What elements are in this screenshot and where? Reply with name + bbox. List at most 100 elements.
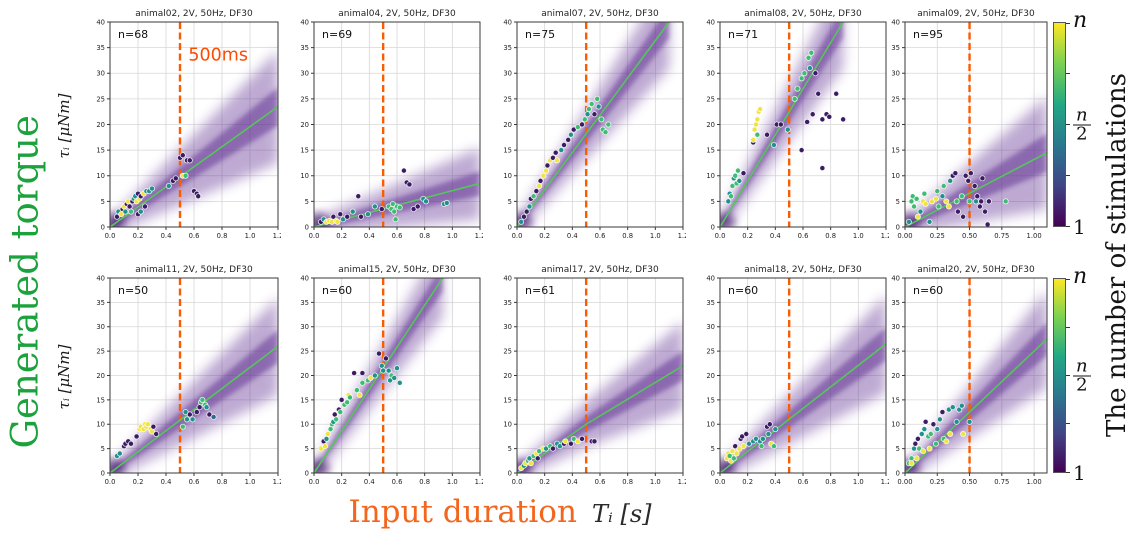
- colorbar-label-1: 1: [1073, 461, 1086, 485]
- figure-xlabel-primary: Input duration: [348, 494, 577, 530]
- svg-text:0.25: 0.25: [930, 232, 945, 240]
- svg-text:0: 0: [305, 469, 309, 477]
- svg-text:15: 15: [706, 147, 715, 155]
- axis-ylabel-row2: τᵢ [μNm]: [55, 344, 73, 410]
- svg-text:20: 20: [300, 121, 309, 129]
- svg-text:35: 35: [706, 44, 715, 52]
- svg-text:5: 5: [101, 445, 105, 453]
- svg-text:35: 35: [96, 44, 105, 52]
- svg-text:15: 15: [96, 147, 105, 155]
- svg-text:0.0: 0.0: [105, 478, 116, 486]
- tick-labels: 0.00 0.25 0.50 0.75 1.00 0 5 10 15 20 25 30 35 40: [891, 18, 1041, 240]
- svg-text:1.2: 1.2: [475, 478, 483, 486]
- svg-text:25: 25: [891, 348, 900, 356]
- subplot-animal17: 0.0 0.2 0.4 0.6 0.8 1.0 1.2 0 5 10 15 20 25 30 35 40 ani…: [493, 262, 688, 495]
- svg-text:40: 40: [891, 18, 900, 26]
- svg-text:35: 35: [300, 44, 309, 52]
- svg-text:25: 25: [891, 95, 900, 103]
- svg-text:1.2: 1.2: [881, 232, 889, 240]
- svg-text:0.0: 0.0: [309, 478, 320, 486]
- svg-text:35: 35: [300, 299, 309, 307]
- svg-text:1.2: 1.2: [475, 232, 483, 240]
- subplot-animal11: 0.0 0.2 0.4 0.6 0.8 1.0 1.2 0 5 10 15 20 25 30 35 40 ani…: [86, 262, 283, 495]
- figure-xlabel: Input duration Tᵢ [s]: [150, 494, 850, 530]
- svg-text:1.2: 1.2: [881, 478, 889, 486]
- subplot-title: animal18, 2V, 50Hz, DF30: [744, 265, 862, 275]
- subplot-title: animal09, 2V, 50Hz, DF30: [917, 9, 1035, 19]
- svg-text:30: 30: [706, 323, 715, 331]
- svg-text:1.00: 1.00: [1027, 478, 1042, 486]
- svg-text:0.4: 0.4: [364, 232, 375, 240]
- svg-text:20: 20: [96, 372, 105, 380]
- n-count-label: n=60: [322, 284, 352, 297]
- svg-text:0.6: 0.6: [798, 232, 809, 240]
- svg-text:0.6: 0.6: [189, 232, 200, 240]
- subplot-animal08: 0.0 0.2 0.4 0.6 0.8 1.0 1.2 0 5 10 15 20 25 30 35 40 ani…: [696, 6, 891, 249]
- svg-text:0: 0: [896, 223, 900, 231]
- svg-text:15: 15: [300, 147, 309, 155]
- svg-text:0.8: 0.8: [622, 478, 633, 486]
- svg-text:0.2: 0.2: [336, 232, 347, 240]
- svg-text:0.0: 0.0: [512, 232, 523, 240]
- svg-text:20: 20: [706, 372, 715, 380]
- svg-text:0.4: 0.4: [567, 232, 578, 240]
- svg-text:20: 20: [503, 372, 512, 380]
- figure-xlabel-secondary: Tᵢ [s]: [592, 500, 652, 528]
- colorbar-tick: [1066, 375, 1070, 376]
- svg-text:0: 0: [711, 223, 715, 231]
- tick-labels: 0.0 0.2 0.4 0.6 0.8 1.0 1.2 0 5 10 15 20 25 30 35 40: [503, 18, 688, 240]
- subplot-animal04: 0.0 0.2 0.4 0.6 0.8 1.0 1.2 0 5 10 15 20 25 30 35 40 ani…: [290, 6, 485, 249]
- n-count-label: n=68: [118, 28, 148, 41]
- scatter-points: [317, 167, 450, 225]
- svg-text:0.4: 0.4: [161, 232, 172, 240]
- svg-text:40: 40: [706, 274, 715, 282]
- svg-text:0: 0: [896, 469, 900, 477]
- svg-text:40: 40: [300, 274, 309, 282]
- regression-line: [517, 22, 670, 227]
- svg-text:15: 15: [96, 396, 105, 404]
- colorbar-label-n: n: [1073, 264, 1088, 289]
- n-count-label: n=60: [913, 284, 943, 297]
- colorbar-label-1: 1: [1073, 215, 1086, 239]
- svg-text:15: 15: [503, 147, 512, 155]
- n-count-label: n=71: [728, 28, 758, 41]
- svg-text:0.6: 0.6: [189, 478, 200, 486]
- colorbar-tick: [1066, 22, 1070, 24]
- svg-text:0.0: 0.0: [105, 232, 116, 240]
- svg-text:0: 0: [711, 469, 715, 477]
- svg-text:0.6: 0.6: [798, 478, 809, 486]
- svg-text:5: 5: [508, 198, 512, 206]
- svg-text:35: 35: [96, 299, 105, 307]
- tick-labels: 0.0 0.2 0.4 0.6 0.8 1.0 1.2 0 5 10 15 20 25 30 35 40: [706, 274, 891, 486]
- scatter-points: [905, 170, 1009, 227]
- svg-text:0.6: 0.6: [392, 232, 403, 240]
- svg-text:1.0: 1.0: [853, 232, 864, 240]
- svg-text:20: 20: [706, 121, 715, 129]
- n-count-label: n=60: [728, 284, 758, 297]
- svg-text:5: 5: [711, 198, 715, 206]
- colorbar-tick: [1066, 278, 1070, 280]
- colorbar-tick: [1066, 73, 1070, 75]
- tick-labels: 0.0 0.2 0.4 0.6 0.8 1.0 1.2 0 5 10 15 20 25 30 35 40: [300, 18, 485, 240]
- svg-text:25: 25: [96, 95, 105, 103]
- svg-text:25: 25: [503, 95, 512, 103]
- svg-text:35: 35: [706, 299, 715, 307]
- svg-text:10: 10: [503, 421, 512, 429]
- svg-text:15: 15: [706, 396, 715, 404]
- svg-text:0.2: 0.2: [133, 232, 144, 240]
- svg-text:10: 10: [300, 421, 309, 429]
- subplot-title: animal04, 2V, 50Hz, DF30: [338, 9, 456, 19]
- svg-text:5: 5: [101, 198, 105, 206]
- svg-text:20: 20: [891, 121, 900, 129]
- subplot-title: animal15, 2V, 50Hz, DF30: [338, 265, 456, 275]
- svg-text:0.2: 0.2: [539, 232, 550, 240]
- subplot-title: animal20, 2V, 50Hz, DF30: [917, 265, 1035, 275]
- svg-text:25: 25: [96, 348, 105, 356]
- subplot-title: animal17, 2V, 50Hz, DF30: [541, 265, 659, 275]
- svg-text:20: 20: [503, 121, 512, 129]
- svg-text:0.4: 0.4: [770, 478, 781, 486]
- svg-text:15: 15: [891, 396, 900, 404]
- svg-text:0.8: 0.8: [217, 478, 228, 486]
- svg-text:35: 35: [891, 44, 900, 52]
